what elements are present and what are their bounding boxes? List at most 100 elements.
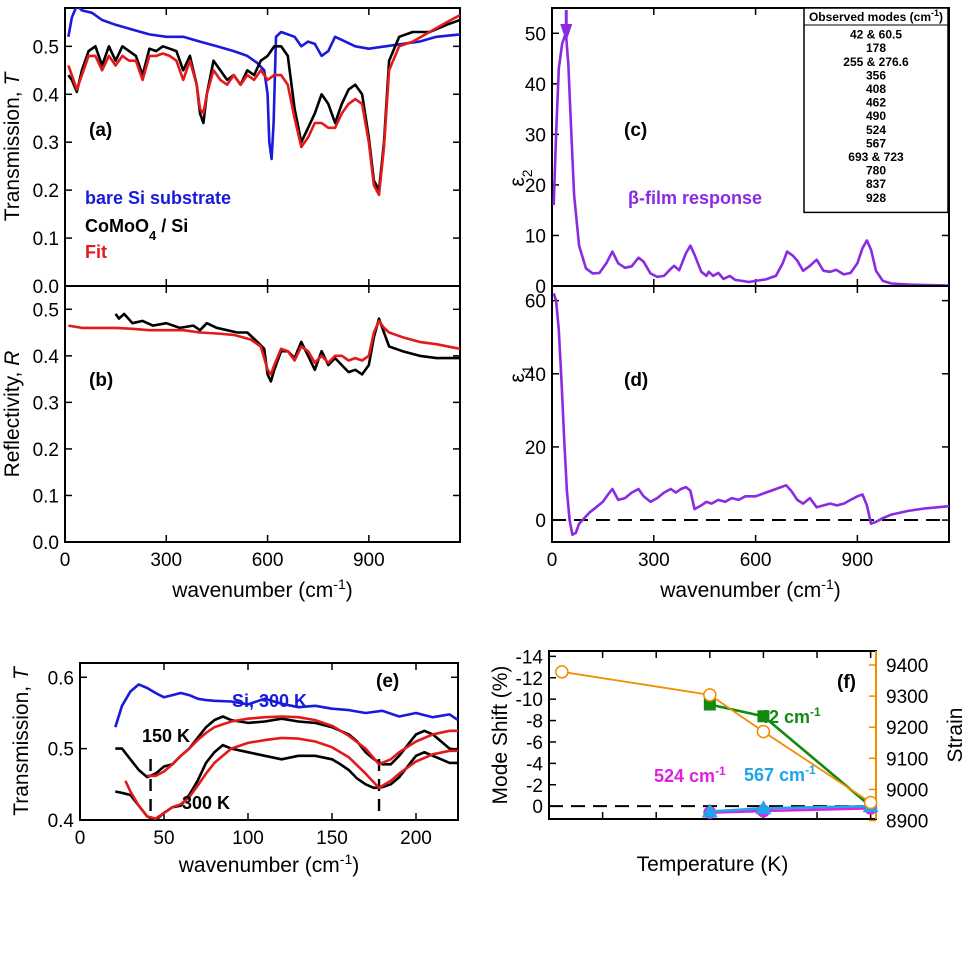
modes-table-row: 693 & 723 xyxy=(848,150,904,164)
y-tick-label: -14 xyxy=(516,647,544,668)
series-line xyxy=(147,715,458,778)
modes-table-row: 928 xyxy=(866,191,886,205)
y-axis-label: Transmission, T xyxy=(1,71,24,222)
x-tick-label: 100 xyxy=(232,828,264,849)
y-tick-label: -4 xyxy=(526,754,543,775)
annotation-film: β-film response xyxy=(628,188,762,208)
y-tick-label: 0.4 xyxy=(33,347,60,368)
x-tick-label: 50 xyxy=(153,828,174,849)
panel-label: (f) xyxy=(837,672,856,693)
y-tick-label: 0 xyxy=(535,511,546,532)
annotation-567: 567 cm-1 xyxy=(744,763,816,785)
x-axis-label: Temperature (K) xyxy=(637,853,789,876)
series-line xyxy=(115,743,458,820)
modes-table-row: 524 xyxy=(866,123,886,137)
mode-arrow-head xyxy=(560,24,573,42)
legend-comoo4: CoMoO4 / Si xyxy=(85,216,188,243)
y-tick-label: -12 xyxy=(516,669,543,690)
modes-table-row: 462 xyxy=(866,96,886,110)
y-right-tick-label: 9300 xyxy=(886,687,928,708)
x-tick-label: 300 xyxy=(150,550,182,571)
legend-fit: Fit xyxy=(85,242,107,262)
y-tick-label: 40 xyxy=(525,75,546,96)
x-axis-label: wavenumber (cm-1) xyxy=(171,576,353,602)
x-axis-label: wavenumber (cm-1) xyxy=(659,576,841,602)
y-tick-label: 0 xyxy=(535,277,546,298)
x-tick-label: 600 xyxy=(740,550,772,571)
panel-label: (b) xyxy=(89,370,113,391)
panel-label: (d) xyxy=(624,370,648,391)
panel-c: 0 10 20 30 40 50 ε2 (c) β-film response Observed … xyxy=(506,7,950,298)
clipped-series xyxy=(67,8,460,197)
data-point xyxy=(755,800,772,815)
y-tick-label: 0.3 xyxy=(33,393,59,414)
y-tick-label: 20 xyxy=(525,438,546,459)
y-axis-label: Transmission, T xyxy=(10,665,33,816)
panel-f: -14-12-10-8-6-4-20 8900 9000 9100 9200 9300 94… xyxy=(489,647,967,876)
x-tick-label: 300 xyxy=(638,550,670,571)
series-line xyxy=(552,34,949,286)
panel-d: 0 300 600 900 0 20 40 60 ε1 (d) wavenumber (cm-1) xyxy=(506,285,950,602)
x-tick-label: 150 xyxy=(316,828,348,849)
panel-a: 0.0 0.1 0.2 0.3 0.4 0.5 Transmission, T (a) bare… xyxy=(1,7,461,298)
modes-table xyxy=(803,7,949,214)
series-line xyxy=(67,8,460,161)
clipped-series xyxy=(552,292,949,537)
modes-table-title: Observed modes (cm-1) xyxy=(809,8,943,24)
modes-table-row: 567 xyxy=(866,136,886,150)
data-point xyxy=(701,803,718,818)
clipped-series xyxy=(114,683,458,820)
panels: 0.0 0.1 0.2 0.3 0.4 0.5 Transmission, T (a) bare… xyxy=(1,7,967,877)
annotation-150k: 150 K xyxy=(142,726,190,746)
data-point xyxy=(703,688,717,702)
x-tick-label: 600 xyxy=(252,550,284,571)
modes-table-row: 42 & 60.5 xyxy=(850,28,902,42)
y-right-tick-label: 9400 xyxy=(886,656,928,677)
y-tick-label: 50 xyxy=(525,24,546,45)
y-tick-label: 10 xyxy=(525,226,546,247)
y-tick-label: -6 xyxy=(526,733,543,754)
y-tick-label: 40 xyxy=(525,365,546,386)
data-point xyxy=(756,724,771,739)
y-tick-label: 0.2 xyxy=(33,181,59,202)
series-line xyxy=(561,670,872,804)
series-line xyxy=(115,715,458,779)
y-tick-label: 0.2 xyxy=(33,440,59,461)
y-tick-label: 20 xyxy=(525,176,546,197)
y-tick-label: 0.1 xyxy=(33,229,59,250)
data-point xyxy=(703,698,716,711)
series-line xyxy=(552,292,949,537)
x-tick-label: 0 xyxy=(75,828,86,849)
data-point xyxy=(555,665,569,679)
modes-table-row: 356 xyxy=(866,68,886,82)
y-tick-label: -2 xyxy=(526,776,543,797)
x-tick-label: 200 xyxy=(400,828,432,849)
annotation-42: 42 cm-1 xyxy=(759,705,821,727)
y-right-tick-label: 9200 xyxy=(886,718,928,739)
x-axis-label: wavenumber (cm-1) xyxy=(178,851,360,877)
x-tick-label: 0 xyxy=(60,550,71,571)
modes-table-row: 490 xyxy=(866,109,886,123)
y-axis-label: Mode Shift (%) xyxy=(489,666,512,805)
y-tick-label: 0.0 xyxy=(33,533,59,554)
clipped-series xyxy=(68,312,460,383)
modes-table-row: 780 xyxy=(866,164,886,178)
y-axis-label: ε2 xyxy=(506,169,535,186)
panel-label: (c) xyxy=(624,120,647,141)
series-line xyxy=(67,14,460,197)
y-tick-label: 0.5 xyxy=(33,300,59,321)
clipped-series xyxy=(552,34,949,286)
annotation-300k: 300 K xyxy=(182,793,230,813)
plot-frame xyxy=(64,285,461,543)
modes-table-row: 837 xyxy=(866,177,886,191)
x-tick-label: 0 xyxy=(547,550,558,571)
y-tick-label: 60 xyxy=(525,292,546,313)
panel-label: (e) xyxy=(376,671,399,692)
modes-table-row: 408 xyxy=(866,82,886,96)
y-tick-label: 0.0 xyxy=(33,277,59,298)
y-right-axis-label: Strain xyxy=(944,708,967,763)
series-line xyxy=(68,319,460,376)
panel-b: 0 300 600 900 0.0 0.1 0.2 0.3 0.4 0.5 Reflectivity… xyxy=(1,285,461,602)
y-tick-label: 0.4 xyxy=(33,85,60,106)
